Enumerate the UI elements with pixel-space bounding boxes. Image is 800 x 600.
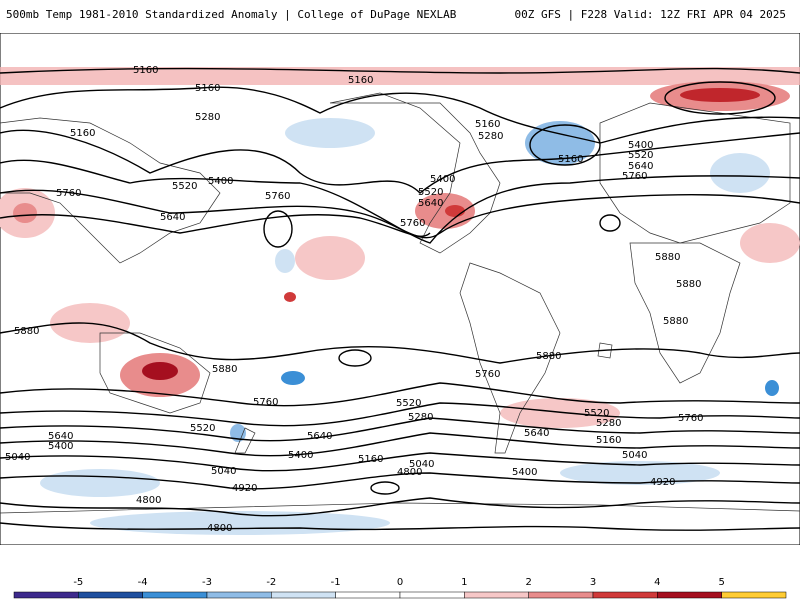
colorbar-swatch [657, 591, 722, 599]
contour-label: 5520 [190, 423, 215, 434]
contour-label: 4920 [650, 477, 675, 488]
colorbar-swatch [206, 591, 272, 599]
contour-label: 5520 [628, 150, 653, 161]
contour-label: 5760 [475, 369, 500, 380]
contour-labels: 5160 5160 5160 5160 5160 5160 5160 5280 … [5, 65, 703, 534]
colorbar-swatch [592, 591, 658, 599]
colorbar-tick-label: 1 [461, 577, 467, 588]
contour-label: 5040 [5, 452, 30, 463]
contour-label: 5160 [348, 75, 373, 86]
contour-label: 5760 [253, 397, 278, 408]
colorbar-swatch [464, 591, 529, 599]
contour-label: 5040 [622, 450, 647, 461]
contour-label: 5400 [48, 441, 73, 452]
colorbar-swatch [78, 591, 143, 599]
contour-label: 5400 [628, 140, 653, 151]
colorbar: -5 -4 -3 -2 -1 0 1 2 3 4 5 [13, 577, 787, 599]
contour-label: 5760 [400, 218, 425, 229]
colorbar-tick-label: 2 [525, 577, 531, 588]
contour-label: 5280 [478, 131, 503, 142]
contour-label: 5280 [408, 412, 433, 423]
contour-label: 5040 [409, 459, 434, 470]
colorbar-tick-label: 0 [397, 577, 403, 588]
colorbar-tick-label: -1 [331, 577, 341, 588]
contour-label: 5880 [655, 252, 680, 263]
anomaly-map: 5160 5160 5160 5160 5160 5160 5160 5280 … [0, 33, 800, 545]
colorbar-swatch [528, 591, 594, 599]
colorbar-tick-label: 5 [718, 577, 724, 588]
contour-label: 5760 [56, 188, 81, 199]
contour-label: 5880 [676, 279, 701, 290]
colorbar-swatch [271, 591, 336, 599]
contour-label: 5280 [195, 112, 220, 123]
contour-label: 5400 [288, 450, 313, 461]
contour-label: 5280 [596, 418, 621, 429]
contour-label: 4800 [397, 467, 422, 478]
contour-label: 4800 [207, 523, 232, 534]
contour-label: 5400 [430, 174, 455, 185]
map-frame [0, 33, 800, 545]
contour-label: 5400 [208, 176, 233, 187]
model-run-info: 00Z GFS | F228 Valid: 12Z FRI APR 04 202… [514, 8, 786, 21]
map-header: 500mb Temp 1981-2010 Standardized Anomal… [0, 0, 800, 30]
colorbar-tick-label: -5 [73, 577, 83, 588]
contour-label: 5160 [133, 65, 158, 76]
contour-label: 5760 [678, 413, 703, 424]
contour-label: 4920 [232, 483, 257, 494]
colorbar-ticks: -5 -4 -3 -2 -1 0 1 2 3 4 5 [73, 577, 725, 588]
contour-label: 5520 [396, 398, 421, 409]
contour-label: 5520 [172, 181, 197, 192]
coastlines [0, 92, 800, 514]
colorbar-swatch [399, 591, 465, 599]
contour-label: 5640 [524, 428, 549, 439]
contour-label: 5520 [418, 187, 443, 198]
height-contours [0, 67, 800, 531]
contour-label: 5760 [622, 171, 647, 182]
contour-label: 5520 [584, 408, 609, 419]
colorbar-swatch [721, 591, 787, 599]
map-title: 500mb Temp 1981-2010 Standardized Anomal… [6, 8, 457, 21]
contour-label: 5160 [195, 83, 220, 94]
contour-label: 5400 [512, 467, 537, 478]
colorbar-swatch [335, 591, 401, 599]
colorbar-swatches [13, 591, 787, 599]
colorbar-swatch [142, 591, 208, 599]
colorbar-tick-label: -2 [266, 577, 276, 588]
contour-label: 5640 [160, 212, 185, 223]
contour-label: 5880 [14, 326, 39, 337]
contour-label: 5640 [307, 431, 332, 442]
colorbar-tick-label: 4 [654, 577, 660, 588]
contour-label: 5160 [358, 454, 383, 465]
colorbar-tick-label: -4 [138, 577, 148, 588]
contour-label: 5160 [558, 154, 583, 165]
contour-label: 4800 [136, 495, 161, 506]
contour-label: 5640 [48, 431, 73, 442]
contour-label: 5760 [265, 191, 290, 202]
contour-label: 5880 [663, 316, 688, 327]
contour-label: 5640 [418, 198, 443, 209]
colorbar-swatch [13, 591, 79, 599]
colorbar-tick-label: -3 [202, 577, 212, 588]
contour-label: 5160 [70, 128, 95, 139]
contour-label: 5040 [211, 466, 236, 477]
contour-label: 5880 [212, 364, 237, 375]
contour-label: 5880 [536, 351, 561, 362]
contour-label: 5160 [475, 119, 500, 130]
contour-label: 5640 [628, 161, 653, 172]
contour-label: 5160 [596, 435, 621, 446]
colorbar-tick-label: 3 [590, 577, 596, 588]
